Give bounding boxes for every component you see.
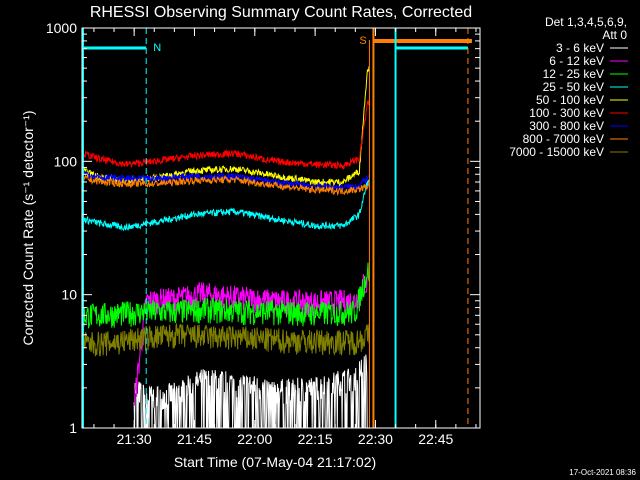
x-tick-label-3: 22:15	[298, 431, 333, 447]
legend-label-6: 100 - 300 keV	[529, 106, 604, 120]
series-line-8	[81, 174, 370, 196]
x-tick-label-0: 21:30	[117, 431, 152, 447]
y-tick-label-3: 1000	[46, 20, 77, 36]
x-tick-label-4: 22:30	[358, 431, 393, 447]
legend-label-2: 6 - 12 keV	[549, 54, 604, 68]
y-axis-label: Corrected Count Rate (s⁻¹ detector⁻¹)	[20, 111, 36, 346]
series-line-4	[81, 179, 370, 232]
legend-label-3: 12 - 25 keV	[543, 67, 604, 81]
series-line-1	[133, 354, 368, 429]
series-line-7	[81, 168, 370, 192]
y-tick-label-2: 100	[54, 153, 78, 169]
chart-title: RHESSI Observing Summary Count Rates, Co…	[90, 4, 472, 21]
footer-timestamp: 17-Oct-2021 08:36	[569, 468, 636, 477]
legend-header-line1: Det 1,3,4,5,6,9,	[545, 15, 627, 29]
flag-label-s: S	[359, 35, 366, 47]
series-line-2	[133, 274, 368, 406]
x-tick-label-2: 22:00	[237, 431, 272, 447]
legend-label-4: 25 - 50 keV	[543, 80, 604, 94]
plot-frame	[81, 27, 481, 429]
series-line-3	[81, 262, 370, 329]
series-line-9	[81, 323, 370, 357]
legend-label-8: 800 - 7000 keV	[523, 132, 604, 146]
legend-header-line2: Att 0	[602, 28, 627, 42]
axis-ticks: 21:30 21:45 22:00 22:15 22:30 22:45 1 10 100 1000	[46, 20, 480, 447]
series-line-6	[81, 100, 370, 170]
x-tick-label-1: 21:45	[177, 431, 212, 447]
x-tick-label-5: 22:45	[418, 431, 453, 447]
x-axis-label: Start Time (07-May-04 21:17:02)	[174, 454, 376, 470]
series-traces	[81, 66, 370, 429]
y-tick-label-1: 10	[61, 287, 77, 303]
legend-label-9: 7000 - 15000 keV	[509, 145, 604, 159]
y-tick-label-0: 1	[69, 420, 77, 436]
legend-label-5: 50 - 100 keV	[536, 93, 604, 107]
flag-markers: NS	[82, 28, 472, 428]
flag-label-n: N	[153, 42, 161, 54]
legend-label-7: 300 - 800 keV	[529, 119, 604, 133]
legend-label-1: 3 - 6 keV	[556, 41, 604, 55]
